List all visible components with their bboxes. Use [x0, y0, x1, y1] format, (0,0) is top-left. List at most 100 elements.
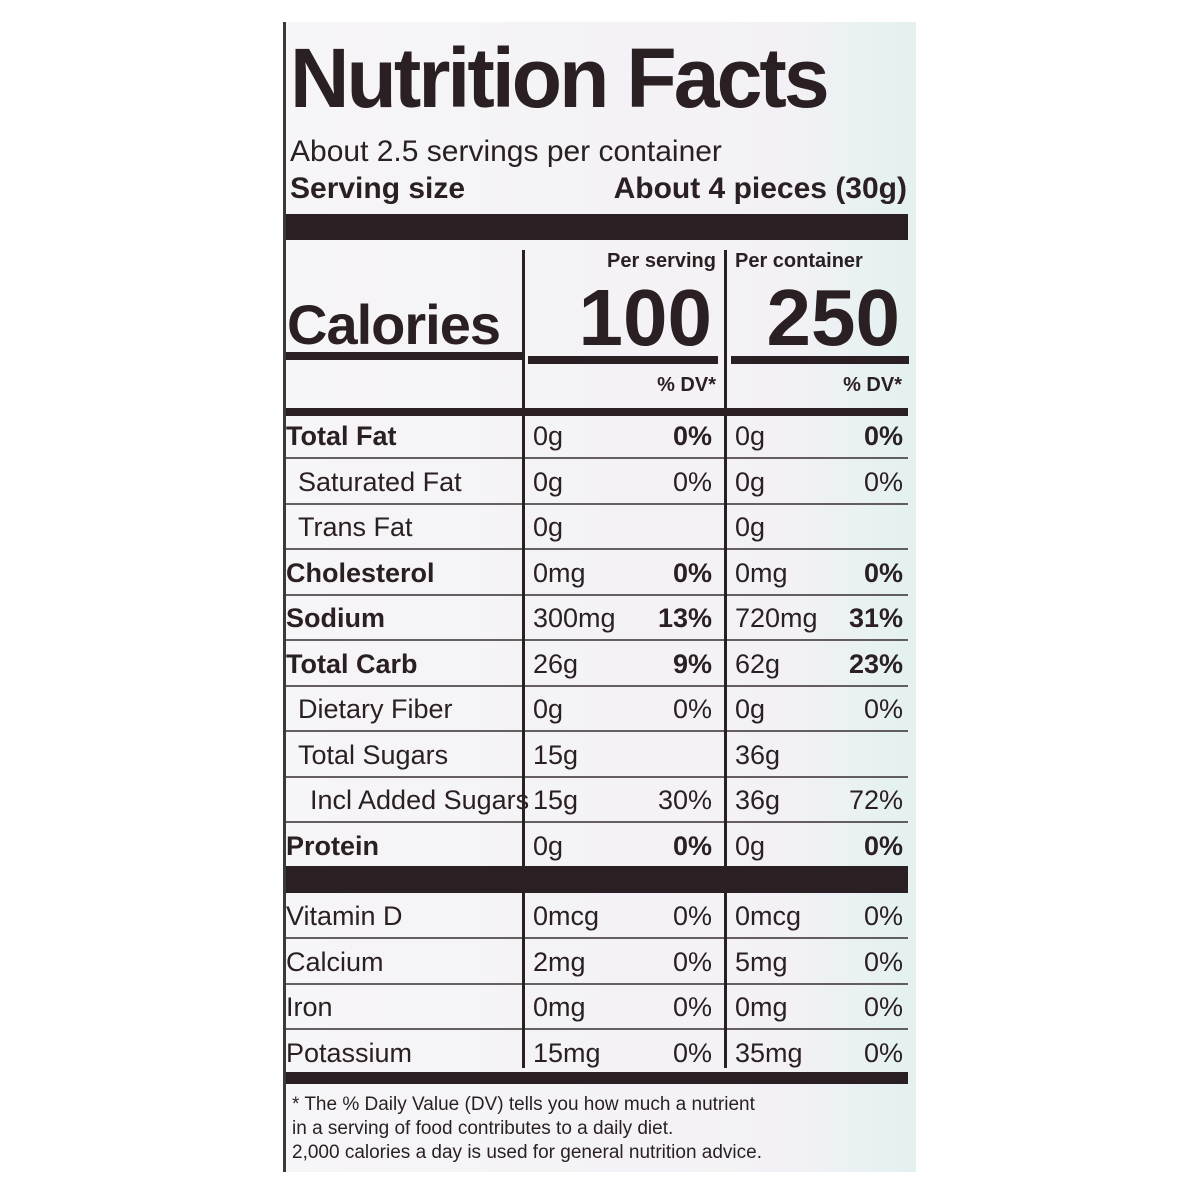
rule [286, 408, 908, 416]
title: Nutrition Facts [290, 31, 830, 125]
footnote: 2,000 calories a day is used for general… [292, 1142, 762, 1163]
row-line [286, 593, 908, 596]
amount: 0mg [533, 557, 586, 588]
amount: 0g [735, 694, 766, 724]
nutrient-label: Calcium [286, 946, 384, 977]
row-line [286, 937, 908, 939]
row-line [286, 730, 908, 732]
daily-value: 0% [863, 557, 903, 588]
row-line [286, 1028, 908, 1030]
amount: 0mg [533, 992, 586, 1022]
daily-value: 31% [848, 603, 903, 633]
nutrient-label: Vitamin D [286, 901, 403, 931]
daily-value: 23% [848, 648, 903, 679]
daily-value: 0% [863, 1037, 903, 1068]
row-line [286, 548, 908, 550]
daily-value: 0% [672, 1037, 712, 1068]
amount: 0g [735, 830, 766, 861]
calories-label: Calories [287, 293, 501, 356]
daily-value: 0% [863, 694, 903, 724]
amount: 35mg [735, 1037, 803, 1068]
daily-value: 0% [672, 466, 712, 497]
daily-value: 9% [672, 648, 712, 679]
thick-rule [286, 1072, 908, 1084]
amount: 0g [735, 466, 766, 497]
daily-value: 0% [672, 992, 712, 1022]
nutrient-label: Trans Fat [298, 512, 413, 542]
daily-value: 0% [863, 946, 903, 977]
daily-value: 0% [672, 421, 712, 451]
daily-value: 30% [657, 785, 712, 815]
column-header: Per container [735, 250, 863, 272]
amount: 0mg [735, 992, 788, 1022]
amount: 0mcg [735, 901, 802, 931]
amount: 0g [533, 830, 564, 861]
col-divider [724, 250, 727, 1068]
row-line [286, 982, 908, 985]
amount: 0mg [735, 557, 788, 588]
daily-value: 0% [863, 992, 903, 1022]
amount: 15g [533, 739, 579, 770]
col-divider [522, 250, 525, 1068]
nutrient-label: Total Fat [286, 421, 397, 451]
column-header: Per serving [607, 250, 716, 272]
dv-header: % DV* [657, 374, 716, 396]
daily-value: 0% [863, 466, 903, 497]
daily-value: 0% [863, 830, 903, 861]
daily-value: 0% [672, 901, 712, 931]
servings: About 2.5 servings per container [290, 135, 722, 168]
amount: 0mcg [533, 901, 600, 931]
amount: 0g [533, 512, 564, 542]
daily-value: 13% [657, 603, 712, 633]
thick-rule [286, 214, 908, 240]
nutrient-label: Sodium [286, 603, 385, 633]
rule [731, 356, 909, 364]
amount: 26g [533, 648, 579, 679]
daily-value: 72% [848, 785, 903, 815]
amount: 720mg [735, 603, 818, 633]
amount: 36g [735, 785, 781, 815]
nutrient-label: Saturated Fat [298, 466, 462, 497]
calories-value: 100 [578, 273, 712, 362]
daily-value: 0% [672, 830, 712, 861]
amount: 0g [533, 421, 564, 451]
nutrition-label [283, 22, 916, 1172]
nutrient-label: Iron [286, 992, 333, 1022]
daily-value: 0% [672, 557, 712, 588]
nutrient-label: Protein [286, 830, 380, 861]
amount: 0g [533, 466, 564, 497]
daily-value: 0% [672, 946, 712, 977]
footnote: in a serving of food contributes to a da… [292, 1118, 674, 1139]
amount: 15mg [533, 1037, 601, 1068]
row-line [286, 457, 908, 459]
thick-rule [286, 866, 908, 893]
amount: 15g [533, 785, 579, 815]
nutrient-label: Total Carb [286, 648, 418, 679]
amount: 2mg [533, 946, 586, 977]
rule [286, 352, 522, 360]
nutrient-label: Incl Added Sugars [310, 785, 530, 815]
daily-value: 0% [863, 421, 903, 451]
serving-size-value: About 4 pieces (30g) [613, 172, 907, 205]
amount: 0g [533, 694, 564, 724]
nutrient-label: Dietary Fiber [298, 694, 453, 724]
footnote: * The % Daily Value (DV) tells you how m… [292, 1094, 755, 1115]
dv-header: % DV* [843, 374, 902, 396]
amount: 36g [735, 739, 781, 770]
amount: 62g [735, 648, 781, 679]
amount: 0g [735, 421, 766, 451]
calories-value: 250 [766, 273, 900, 362]
nutrient-label: Potassium [286, 1037, 413, 1068]
row-line [286, 502, 908, 505]
amount: 0g [735, 512, 766, 542]
row-line [286, 821, 908, 823]
row-line [286, 775, 908, 778]
row-line [286, 639, 908, 641]
amount: 5mg [735, 946, 788, 977]
daily-value: 0% [863, 901, 903, 931]
amount: 300mg [533, 603, 616, 633]
serving-size-label: Serving size [290, 172, 466, 205]
daily-value: 0% [672, 694, 712, 724]
nutrient-label: Cholesterol [286, 557, 435, 588]
